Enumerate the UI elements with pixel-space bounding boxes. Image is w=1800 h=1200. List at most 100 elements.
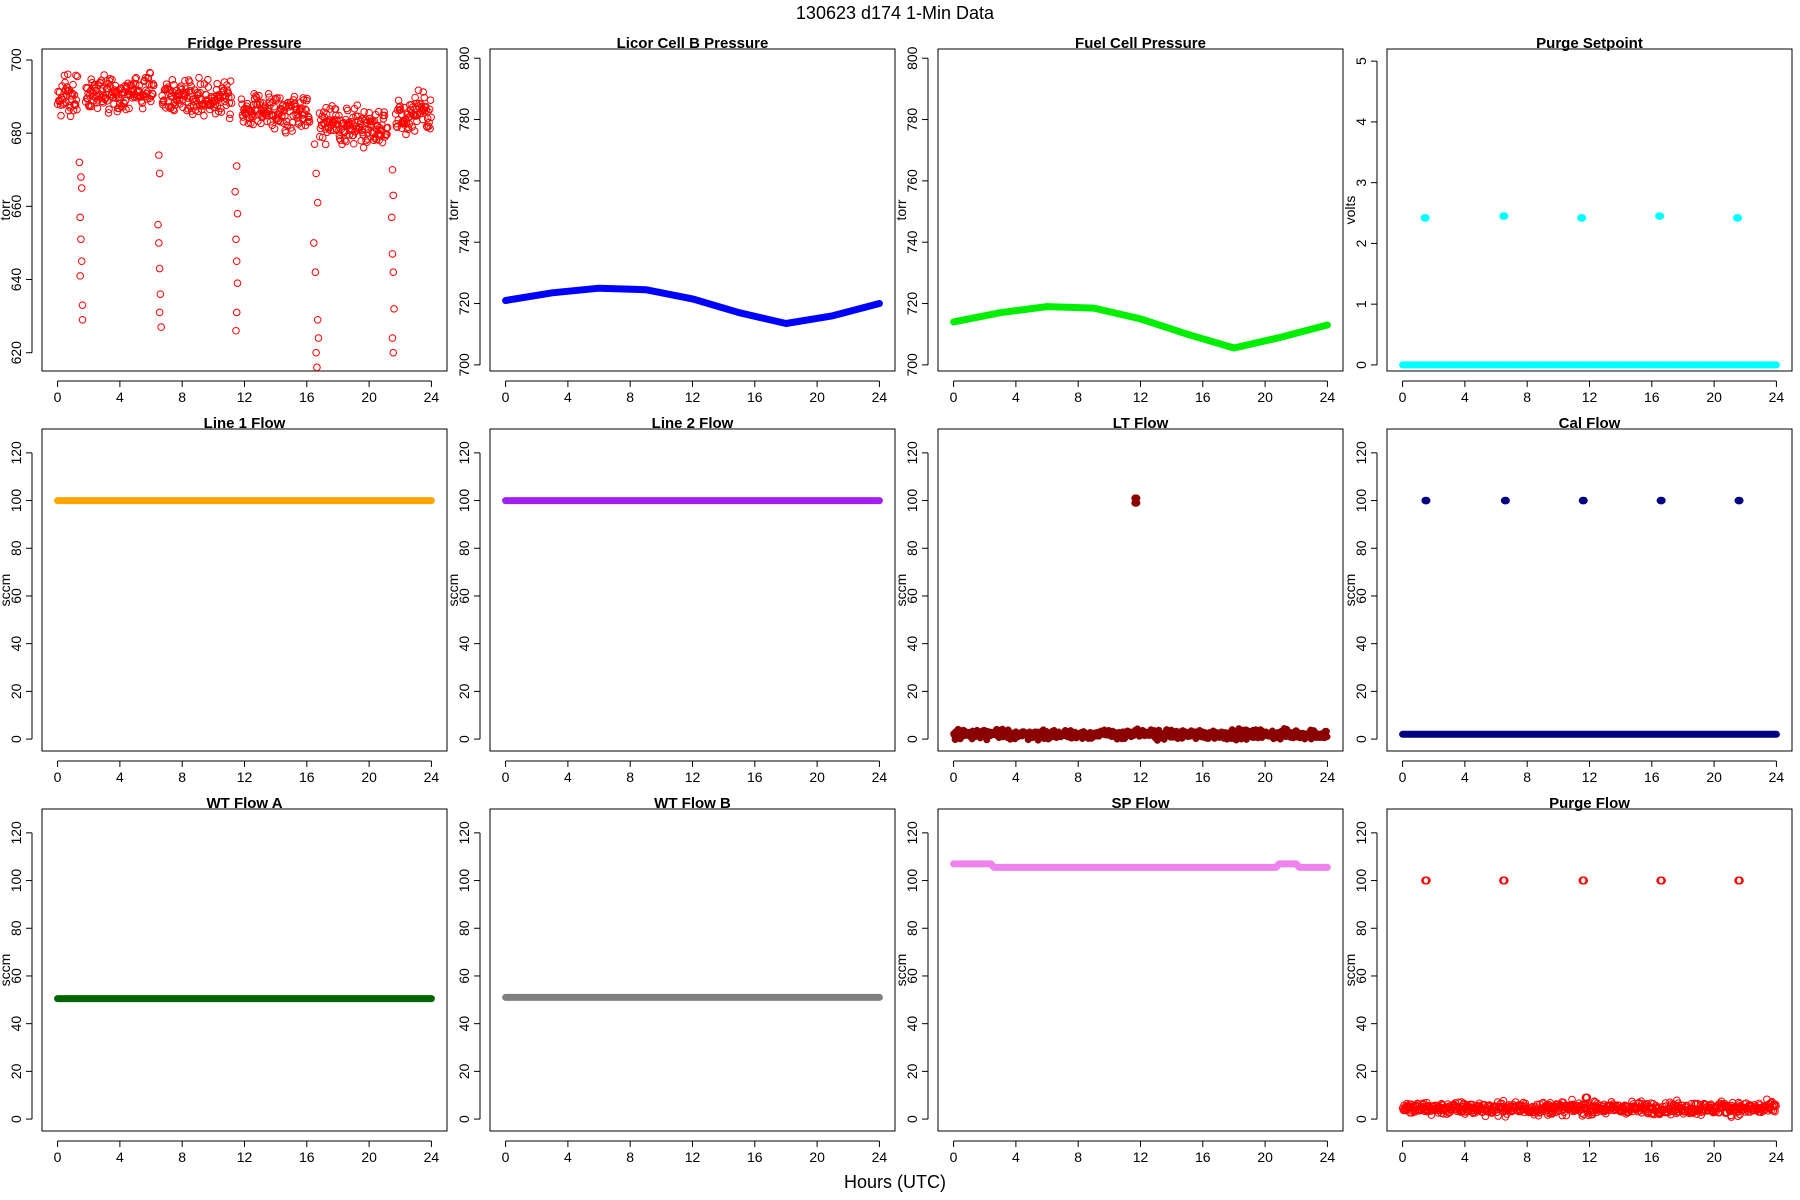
x-tick-label: 20 [361, 389, 377, 405]
data-point [288, 127, 296, 135]
x-tick-label: 4 [1461, 1149, 1469, 1165]
y-tick-label: 120 [456, 441, 472, 465]
y-tick-label: 680 [8, 121, 24, 145]
data-point [1422, 214, 1430, 222]
y-tick-label: 100 [8, 489, 24, 513]
y-tick-label: 780 [904, 108, 920, 132]
data-point [144, 74, 153, 83]
series-line [950, 303, 1331, 352]
data-point [362, 136, 370, 145]
x-tick-label: 8 [178, 1149, 186, 1165]
data-point [1568, 1095, 1576, 1104]
y-tick-label: 20 [1353, 1063, 1369, 1079]
y-tick-label: 40 [904, 636, 920, 652]
data-point [244, 105, 252, 113]
y-tick-label: 640 [8, 268, 24, 292]
data-point [221, 97, 229, 106]
panel-title: WT Flow B [654, 795, 731, 812]
data-point [135, 81, 143, 90]
y-tick-label: 760 [456, 169, 472, 193]
panel-lt-flow: LT Flow 0 4 8 12 16 20 24 0 20 40 60 80 100 120 sccm [893, 415, 1344, 785]
x-tick-label: 12 [1133, 1149, 1149, 1165]
plot-frame [41, 428, 448, 752]
data-point [265, 98, 274, 106]
y-tick-label: 40 [8, 1016, 24, 1032]
data-point [211, 100, 219, 109]
y-tick-label: 780 [456, 108, 472, 132]
data-point [332, 125, 341, 133]
y-tick-label: 40 [456, 636, 472, 652]
y-tick-label: 0 [456, 1115, 472, 1123]
y-axis-label: sccm [893, 954, 909, 987]
data-point [1422, 876, 1431, 885]
data-series [950, 860, 1331, 871]
data-point [76, 213, 84, 222]
panel-title: Licor Cell B Pressure [617, 35, 769, 52]
y-tick-label: 60 [8, 588, 24, 604]
y-tick-label: 60 [904, 588, 920, 604]
data-point [141, 73, 150, 82]
data-point [342, 137, 350, 146]
data-point [359, 143, 368, 152]
data-point [313, 315, 322, 324]
x-tick-label: 24 [872, 389, 888, 405]
x-tick-label: 20 [809, 1149, 825, 1165]
data-point [102, 85, 111, 93]
panel-fridge-pressure: Fridge Pressure 0 4 8 12 16 20 24 620 640 660 680 70… [0, 35, 448, 405]
y-tick-label: 2 [1353, 239, 1369, 247]
data-point [149, 81, 158, 90]
data-point [264, 90, 273, 98]
x-tick-label: 16 [747, 389, 763, 405]
data-point [313, 363, 321, 372]
panel-title: Line 2 Flow [652, 415, 734, 432]
x-tick-label: 8 [178, 769, 186, 785]
x-tick-label: 8 [1074, 389, 1082, 405]
data-point [232, 308, 241, 317]
y-tick-label: 60 [456, 588, 472, 604]
data-point [1422, 496, 1431, 505]
x-tick-label: 20 [361, 769, 377, 785]
y-tick-label: 80 [456, 920, 472, 936]
data-point [168, 76, 177, 84]
data-point [270, 102, 278, 111]
x-tick-label: 12 [685, 1149, 701, 1165]
y-tick-label: 120 [456, 821, 472, 845]
y-tick-label: 80 [1353, 920, 1369, 936]
x-tick-label: 4 [1461, 769, 1469, 785]
x-tick-label: 12 [1582, 769, 1598, 785]
x-tick-label: 12 [237, 389, 253, 405]
x-tick-label: 8 [626, 769, 634, 785]
x-tick-label: 24 [1320, 1149, 1336, 1165]
data-point [426, 124, 434, 133]
data-point [349, 131, 358, 140]
data-point [217, 108, 226, 116]
data-point [289, 111, 297, 120]
data-point [155, 308, 164, 317]
data-point [388, 334, 397, 342]
y-tick-label: 100 [904, 489, 920, 513]
data-point [78, 315, 87, 324]
data-point [226, 110, 234, 119]
x-tick-label: 16 [1195, 769, 1211, 785]
x-tick-label: 24 [1320, 389, 1336, 405]
y-tick-label: 100 [1353, 869, 1369, 893]
data-point [388, 165, 397, 174]
panel-wt-flow-a: WT Flow A 0 4 8 12 16 20 24 0 20 40 60 80 100 120 sccm [0, 795, 448, 1165]
data-point [280, 106, 289, 115]
data-point [155, 239, 163, 247]
y-tick-label: 80 [904, 540, 920, 556]
x-tick-label: 8 [626, 1149, 634, 1165]
x-tick-label: 16 [1195, 1149, 1211, 1165]
data-point [66, 112, 75, 121]
data-point [169, 105, 178, 114]
panel-title: SP Flow [1111, 795, 1169, 812]
data-point [73, 105, 81, 114]
x-tick-label: 4 [116, 769, 124, 785]
y-tick-label: 700 [456, 353, 472, 377]
data-point [360, 116, 369, 125]
data-point [78, 301, 87, 309]
data-point [155, 151, 163, 159]
data-point [224, 93, 233, 102]
x-tick-label: 16 [299, 769, 315, 785]
